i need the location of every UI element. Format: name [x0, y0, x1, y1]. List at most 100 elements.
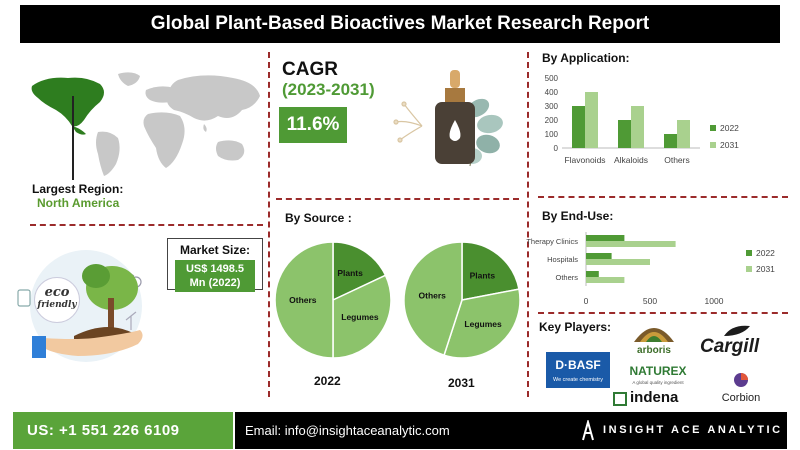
largest-region-value: North America — [37, 196, 120, 210]
basf-logo-text: BASF — [568, 358, 601, 372]
x-tick-label: 1000 — [705, 296, 724, 306]
world-map-icon — [31, 72, 260, 176]
largest-region-label: Largest Region: — [32, 182, 124, 196]
y-category-label: Others — [555, 273, 578, 282]
y-tick-label: 100 — [545, 130, 559, 139]
page-title: Global Plant-Based Bioactives Market Res… — [20, 5, 780, 43]
footer-bar: Email: info@insightaceanalytic.com INSIG… — [235, 412, 787, 449]
by-end-use-chart: Therapy Clinics Hospitals Others 0 500 1000 20… — [526, 232, 775, 306]
y-tick-label: 200 — [545, 116, 559, 125]
market-size-value-line2: Mn (2022) — [189, 277, 241, 289]
insight-ace-logo-icon — [582, 420, 594, 441]
bar-2022-hospitals — [586, 253, 612, 259]
footer-email[interactable]: Email: info@insightaceanalytic.com — [245, 423, 450, 438]
indena-mark-icon — [613, 392, 627, 406]
divider-horizontal-right-bottom — [538, 312, 788, 314]
bar-2022-flavonoids — [572, 106, 585, 148]
bar-2031-others — [677, 120, 690, 148]
arboris-logo: arboris — [630, 320, 678, 356]
key-players-title: Key Players: — [539, 320, 612, 334]
basf-logo-name: D·BASF — [546, 358, 610, 372]
y-tick-label: 400 — [545, 88, 559, 97]
x-tick-label: 500 — [643, 296, 657, 306]
by-source-title: By Source : — [285, 211, 352, 225]
naturex-logo-text: NATUREX — [629, 364, 687, 378]
footer-phone: US: +1 551 226 6109 — [13, 412, 233, 449]
pie-2022-title: 2022 — [314, 374, 341, 388]
basf-logo-tagline: We create chemistry — [552, 377, 604, 383]
bar-2022-alkaloids — [618, 120, 631, 148]
pie-slice-others — [274, 241, 334, 359]
market-size-value-line1: US$ 1498.5 — [185, 263, 245, 275]
arboris-logo-text: arboris — [637, 345, 671, 356]
cargill-logo: Cargill — [700, 325, 768, 357]
bar-2022-therapy-clinics — [586, 235, 625, 241]
pie-2031-title: 2031 — [448, 376, 475, 390]
x-tick-label: Flavonoids — [564, 155, 605, 165]
bar-2022-others — [586, 271, 599, 277]
legend-swatch-2031 — [710, 142, 716, 148]
legend-swatch-2022 — [710, 125, 716, 131]
cagr-period: (2023-2031) — [282, 80, 375, 99]
pie-slice-plants — [332, 241, 387, 302]
pie-slice-label: Others — [419, 290, 447, 300]
bar-2031-alkaloids — [631, 106, 644, 148]
divider-horizontal-left — [30, 224, 263, 226]
pie-slice-label: Legumes — [464, 319, 502, 329]
divider-horizontal-middle — [276, 198, 519, 200]
bar-2031-hospitals — [586, 259, 650, 265]
indena-logo: indena — [613, 389, 691, 408]
source-pie-2031: Plants Legumes Others — [403, 241, 521, 359]
market-size-value: US$ 1498.5 Mn (2022) — [175, 260, 255, 292]
bar-2031-flavonoids — [585, 92, 598, 148]
footer-brand: INSIGHT ACE ANALYTIC — [603, 424, 783, 436]
legend-label: 2022 — [720, 123, 739, 133]
pie-slice-label: Plants — [337, 268, 363, 278]
legend-label: 2022 — [756, 248, 775, 258]
corbion-logo: Corbion — [717, 372, 765, 404]
dropper-bottle-icon — [393, 70, 503, 167]
bar-2031-others — [586, 277, 625, 283]
x-tick-label: 0 — [584, 296, 589, 306]
source-pie-2022: Plants Legumes Others — [274, 241, 392, 359]
eco-badge-line1: eco — [44, 285, 70, 300]
cargill-logo-text: Cargill — [700, 336, 760, 357]
legend-swatch-2022 — [746, 250, 752, 256]
by-application-chart: 0 100 200 300 400 500 Flavonoids Alkaloids Other… — [545, 74, 740, 165]
divider-vertical-right — [527, 52, 529, 397]
cargill-leaf-icon — [724, 325, 750, 336]
y-tick-label: 0 — [554, 144, 559, 153]
divider-horizontal-right-top — [538, 196, 788, 198]
basf-logo: D·BASF We create chemistry — [546, 352, 610, 388]
pie-slice-legumes — [332, 274, 392, 359]
x-tick-label: Alkaloids — [614, 155, 648, 165]
pie-slice-plants — [461, 241, 520, 301]
legend-label: 2031 — [756, 264, 775, 274]
basf-logo-mark: D· — [555, 358, 568, 372]
cagr-value: 11.6% — [279, 107, 347, 143]
region-pointer-line — [72, 96, 74, 180]
x-tick-label: Others — [664, 155, 690, 165]
cagr-label: CAGR — [282, 59, 338, 80]
corbion-mark-icon — [734, 373, 748, 387]
pie-slice-label: Others — [289, 295, 317, 305]
market-size-box: Market Size: US$ 1498.5 Mn (2022) — [167, 238, 263, 292]
bar-2022-others — [664, 134, 677, 148]
y-category-label: Hospitals — [547, 255, 578, 264]
y-category-label: Therapy Clinics — [526, 237, 578, 246]
naturex-logo: NATUREX A global quality ingredient — [626, 364, 690, 388]
arboris-tree-icon — [634, 328, 674, 342]
pie-slice-others — [403, 241, 463, 357]
divider-vertical-left — [268, 52, 270, 397]
indena-logo-text: indena — [630, 389, 679, 406]
corbion-logo-text: Corbion — [721, 392, 761, 404]
y-tick-label: 300 — [545, 102, 559, 111]
legend-swatch-2031 — [746, 266, 752, 272]
pie-slice-label: Legumes — [341, 312, 379, 322]
market-size-label: Market Size: — [179, 243, 251, 257]
y-tick-label: 500 — [545, 74, 559, 83]
by-application-title: By Application: — [542, 51, 630, 65]
eco-badge: eco friendly — [34, 277, 80, 323]
by-end-use-title: By End-Use: — [542, 209, 614, 223]
